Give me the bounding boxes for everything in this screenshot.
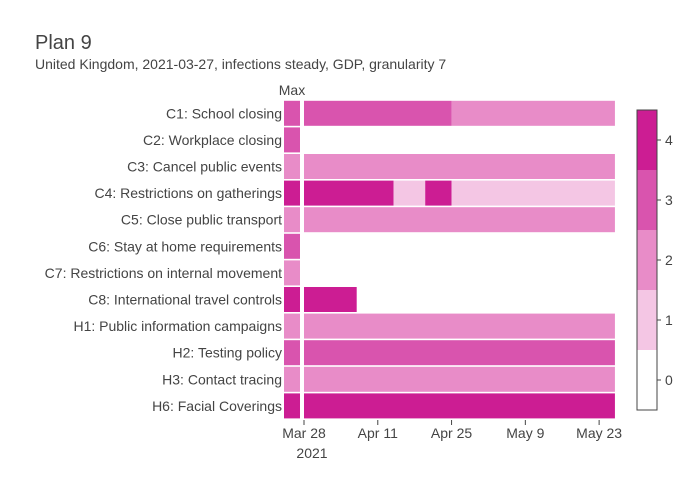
max-cell xyxy=(284,127,300,153)
heatmap-cell xyxy=(304,313,615,339)
row-label: C1: School closing xyxy=(166,105,282,121)
heatmap-row: C6: Stay at home requirements xyxy=(88,233,300,259)
colorbar-tick-label: 0 xyxy=(665,372,673,388)
chart-subtitle: United Kingdom, 2021-03-27, infections s… xyxy=(35,56,446,72)
row-label: C6: Stay at home requirements xyxy=(88,238,282,254)
x-axis: 2021 Mar 28 Apr 11 Apr 25 May 9 May 23 xyxy=(282,420,622,461)
heatmap-cell xyxy=(304,207,615,233)
heatmap-cell xyxy=(304,340,615,366)
max-cell xyxy=(284,393,300,419)
heatmap-row: H3: Contact tracing xyxy=(162,366,615,392)
heatmap-cell xyxy=(304,366,615,392)
heatmap-row: C2: Workplace closing xyxy=(143,127,300,153)
heatmap-cell xyxy=(304,287,357,312)
x-tick-label: Apr 25 xyxy=(431,425,472,441)
max-column-label: Max xyxy=(279,82,305,98)
max-cell xyxy=(284,233,300,259)
max-cell xyxy=(284,207,300,233)
row-label: C4: Restrictions on gatherings xyxy=(94,185,282,201)
max-cell xyxy=(284,260,300,286)
row-label: H6: Facial Coverings xyxy=(152,398,282,414)
max-cell xyxy=(284,180,300,206)
row-label: H2: Testing policy xyxy=(173,345,282,361)
colorbar-swatch xyxy=(637,170,657,230)
colorbar-swatch xyxy=(637,230,657,290)
colorbar-tick-label: 1 xyxy=(665,312,673,328)
colorbar-tick-label: 2 xyxy=(665,252,673,268)
colorbar-swatch xyxy=(637,110,657,170)
heatmap-row: H1: Public information campaigns xyxy=(73,313,615,339)
heatmap-row: C8: International travel controls xyxy=(88,287,357,312)
max-cell xyxy=(284,340,300,366)
colorbar-swatch xyxy=(637,350,657,410)
max-cell xyxy=(284,100,300,126)
heatmap-row: C3: Cancel public events xyxy=(127,154,615,179)
max-cell xyxy=(284,313,300,339)
row-label: C5: Close public transport xyxy=(121,212,282,228)
x-tick-label: Apr 11 xyxy=(358,425,398,441)
row-label: C7: Restrictions on internal movement xyxy=(45,265,282,281)
heatmap-row: C1: School closing xyxy=(166,100,615,126)
row-label: H3: Contact tracing xyxy=(162,371,282,387)
heatmap-rows: C1: School closing C2: Workplace closing C… xyxy=(45,100,615,419)
max-cell xyxy=(284,154,300,179)
heatmap-cell xyxy=(393,180,426,206)
heatmap-cell xyxy=(304,154,615,179)
heatmap-row: C5: Close public transport xyxy=(121,207,615,233)
heatmap-cell xyxy=(451,180,615,206)
heatmap-cell xyxy=(425,180,452,206)
heatmap-row: H2: Testing policy xyxy=(173,340,615,366)
heatmap-cell xyxy=(304,393,615,419)
colorbar-tick-label: 4 xyxy=(665,132,673,148)
chart-title: Plan 9 xyxy=(35,32,92,54)
max-cell xyxy=(284,366,300,392)
x-tick-label: Mar 28 xyxy=(282,425,326,441)
colorbar: 0 1 2 3 4 xyxy=(636,109,673,411)
max-cell xyxy=(284,287,300,312)
heatmap-cell xyxy=(304,180,394,206)
x-tick-label: May 9 xyxy=(506,425,544,441)
heatmap-row: C4: Restrictions on gatherings xyxy=(94,180,615,206)
row-label: H1: Public information campaigns xyxy=(73,318,282,334)
heatmap-row: H6: Facial Coverings xyxy=(152,393,615,419)
row-label: C2: Workplace closing xyxy=(143,132,282,148)
colorbar-swatch xyxy=(637,290,657,350)
row-label: C8: International travel controls xyxy=(88,292,282,308)
heatmap-cell xyxy=(304,100,452,126)
colorbar-tick-label: 3 xyxy=(665,192,673,208)
x-year-label: 2021 xyxy=(296,445,327,461)
x-tick-label: May 23 xyxy=(576,425,622,441)
row-label: C3: Cancel public events xyxy=(127,159,282,175)
heatmap-cell xyxy=(451,100,615,126)
heatmap-row: C7: Restrictions on internal movement xyxy=(45,260,300,286)
